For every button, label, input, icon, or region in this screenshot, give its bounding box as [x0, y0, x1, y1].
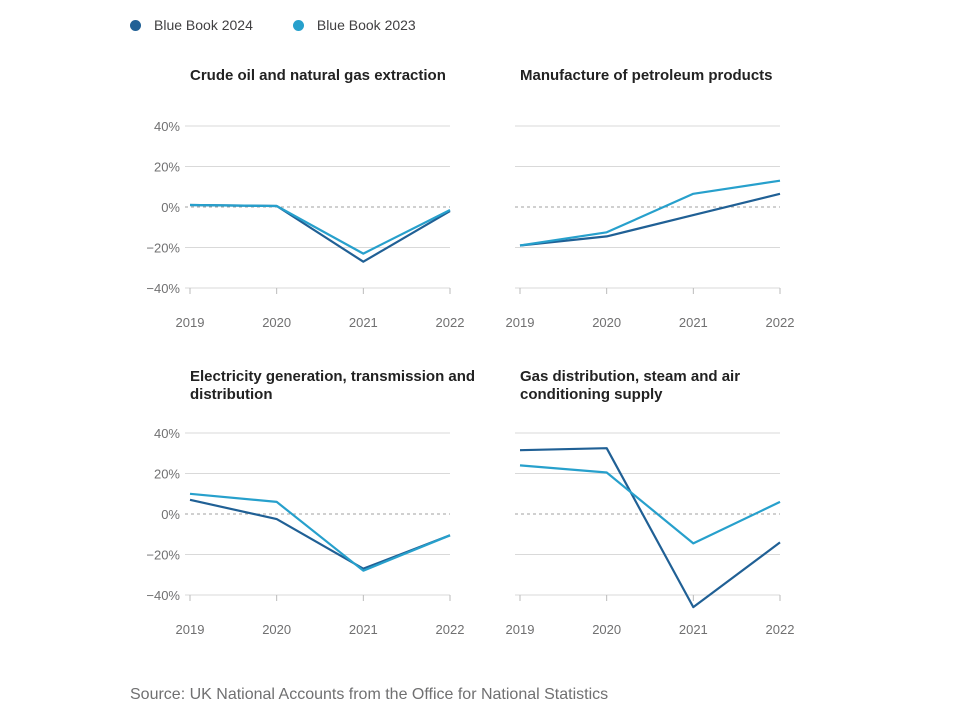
x-tick-label: 2022: [766, 315, 795, 330]
x-tick-label: 2021: [679, 315, 708, 330]
panel-title-crude-oil: Crude oil and natural gas extraction: [190, 67, 446, 84]
x-tick-label: 2019: [176, 622, 205, 637]
y-tick-label: 40%: [154, 426, 180, 441]
series-line-2024: [519, 192, 781, 247]
x-tick-label: 2022: [436, 622, 465, 637]
panel-title-gas: Gas distribution, steam and air conditio…: [520, 368, 741, 403]
series-line-2023: [189, 492, 451, 572]
y-tick-label: 20%: [154, 160, 180, 175]
series-line-2023: [519, 464, 781, 545]
source-note: Source: UK National Accounts from the Of…: [130, 686, 609, 703]
series-line-2024: [189, 498, 451, 570]
x-tick-label: 2021: [349, 315, 378, 330]
series-line-2023: [189, 203, 451, 255]
legend-label-2023: Blue Book 2023: [316, 17, 416, 33]
x-tick-label: 2022: [766, 622, 795, 637]
legend-swatch-2023: [292, 19, 304, 31]
x-tick-label: 2019: [506, 315, 535, 330]
y-tick-label: 0%: [161, 200, 180, 215]
legend-item-2023: Blue Book 2023: [292, 17, 416, 33]
x-tick-label: 2019: [506, 622, 535, 637]
x-tick-label: 2020: [262, 622, 291, 637]
legend-label-2024: Blue Book 2024: [154, 17, 253, 33]
legend-swatch-2024: [130, 19, 141, 31]
series-line-2023: [519, 179, 781, 247]
y-tick-label: −20%: [146, 241, 180, 256]
x-tick-label: 2022: [436, 315, 465, 330]
series-line-2024: [519, 447, 781, 609]
y-tick-label: 0%: [161, 507, 180, 522]
y-tick-label: −40%: [146, 588, 180, 603]
y-tick-label: 20%: [154, 467, 180, 482]
series-line-2024: [189, 203, 451, 263]
y-tick-label: −40%: [146, 281, 180, 296]
chart-legend: Blue Book 2024 Blue Book 2023: [130, 17, 456, 33]
y-tick-label: −20%: [146, 548, 180, 563]
x-tick-label: 2020: [262, 315, 291, 330]
panel-title-electricity: Electricity generation, transmission and…: [190, 368, 476, 403]
x-tick-label: 2020: [592, 315, 621, 330]
panel-title-petroleum: Manufacture of petroleum products: [520, 67, 773, 84]
x-tick-label: 2019: [176, 315, 205, 330]
x-tick-label: 2021: [349, 622, 378, 637]
x-tick-label: 2020: [592, 622, 621, 637]
legend-item-2024: Blue Book 2024: [130, 17, 253, 33]
y-tick-label: 40%: [154, 119, 180, 134]
x-tick-label: 2021: [679, 622, 708, 637]
